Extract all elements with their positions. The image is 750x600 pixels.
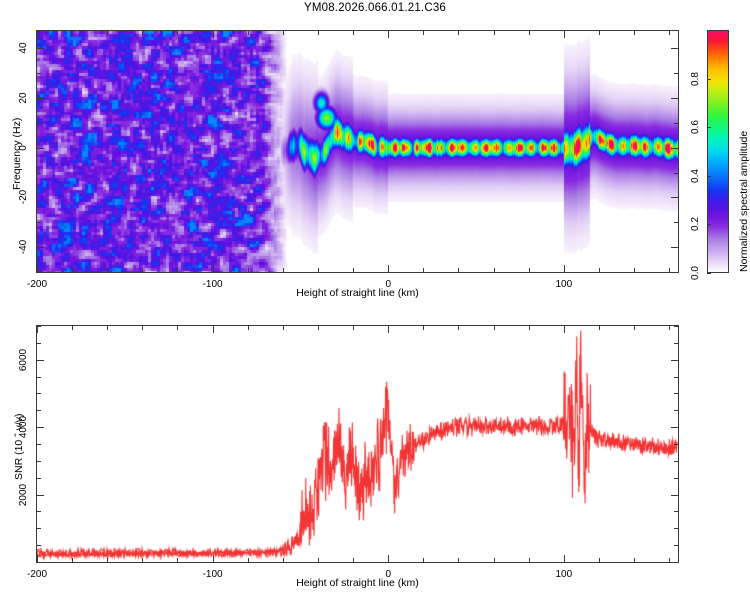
spectrogram-image bbox=[37, 31, 678, 272]
colorbar-title: Normalized spectral amplitude bbox=[738, 130, 750, 272]
colorbar-gradient bbox=[707, 30, 729, 273]
figure-title: YM08.2026.066.01.21.C36 bbox=[303, 2, 447, 14]
spectrogram-y-tick-label: 40 bbox=[18, 42, 29, 54]
snr-plot-area bbox=[37, 326, 678, 562]
spectrogram-y-axis-label: Frequency (Hz) bbox=[11, 117, 23, 190]
snr-trace bbox=[37, 326, 678, 562]
colorbar-tick-label: 0.4 bbox=[690, 168, 701, 183]
colorbar-tick-label: 0.2 bbox=[690, 217, 701, 232]
colorbar-tick-label: 0.6 bbox=[690, 120, 701, 135]
colorbar-tick-label: 0.8 bbox=[690, 71, 701, 86]
snr-y-axis-label: SNR (10 ˆ v/v) bbox=[13, 413, 25, 480]
colorbar-tick-label: 0.0 bbox=[690, 266, 701, 280]
snr-panel bbox=[36, 325, 679, 563]
spectrogram-panel bbox=[36, 30, 679, 273]
spectrogram-y-tick-label: -20 bbox=[18, 190, 29, 205]
snr-x-axis-label: Height of straight line (km) bbox=[296, 577, 419, 589]
colorbar-tick bbox=[707, 273, 711, 274]
spectrogram-plot-area bbox=[37, 31, 678, 272]
snr-y-tick-label: 2000 bbox=[18, 483, 29, 506]
spectrogram-y-tick-label: -40 bbox=[18, 239, 29, 255]
snr-y-tick-label: 6000 bbox=[18, 348, 29, 371]
spectrogram-x-axis-label: Height of straight line (km) bbox=[296, 287, 419, 299]
spectrogram-y-tick-label: 20 bbox=[18, 92, 29, 104]
